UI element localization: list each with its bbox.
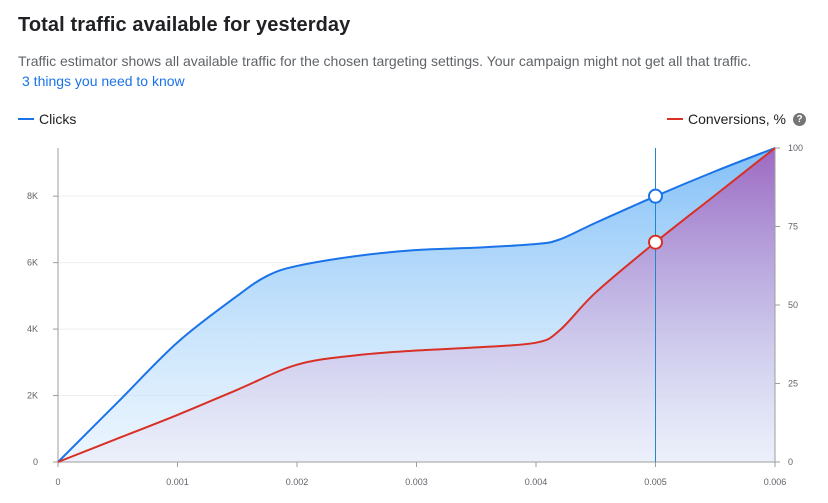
legend-conversions-swatch xyxy=(666,118,683,120)
legend-clicks-swatch xyxy=(18,118,34,120)
x-tick-label: 0 xyxy=(55,477,60,487)
x-tick-label: 0.001 xyxy=(166,477,189,487)
help-icon[interactable]: ? xyxy=(793,112,806,126)
legend-conversions-label: Conversions, % xyxy=(687,111,786,127)
tick-labels: 0 0.001 0.002 0.003 0.004 0.005 0.00602K4K6K8K… xyxy=(27,143,803,487)
y-right-tick-label: 100 xyxy=(788,143,803,153)
conversions-area xyxy=(58,148,775,462)
chart-title: Total traffic available for yesterday xyxy=(18,14,351,36)
y-left-tick-label: 8K xyxy=(27,191,38,201)
legend-clicks[interactable]: Clicks xyxy=(18,111,76,127)
chart-description: Traffic estimator shows all available tr… xyxy=(18,53,752,69)
x-tick-label: 0.002 xyxy=(286,477,309,487)
clicks-marker-point xyxy=(648,188,663,204)
y-right-tick-label: 50 xyxy=(788,300,798,310)
series-areas xyxy=(58,148,775,462)
things-to-know-link[interactable]: 3 things you need to know xyxy=(22,73,185,89)
x-tick-label: 0.006 xyxy=(764,477,787,487)
y-left-tick-label: 0 xyxy=(33,457,38,467)
x-tick-label: 0.003 xyxy=(405,477,428,487)
hover-marker[interactable] xyxy=(648,148,663,462)
x-tick-label: 0.004 xyxy=(525,477,548,487)
y-left-tick-label: 4K xyxy=(27,324,38,334)
y-left-tick-label: 6K xyxy=(27,258,38,268)
y-right-tick-label: 0 xyxy=(788,457,793,467)
y-right-tick-label: 25 xyxy=(788,379,798,389)
legend-conversions[interactable]: Conversions, % ? xyxy=(666,111,806,127)
x-tick-label: 0.005 xyxy=(644,477,667,487)
conversions-marker-point xyxy=(648,234,663,250)
y-right-tick-label: 75 xyxy=(788,222,798,232)
clicks-line xyxy=(57,147,776,463)
y-left-tick-label: 2K xyxy=(27,391,38,401)
legend-clicks-label: Clicks xyxy=(39,111,77,127)
